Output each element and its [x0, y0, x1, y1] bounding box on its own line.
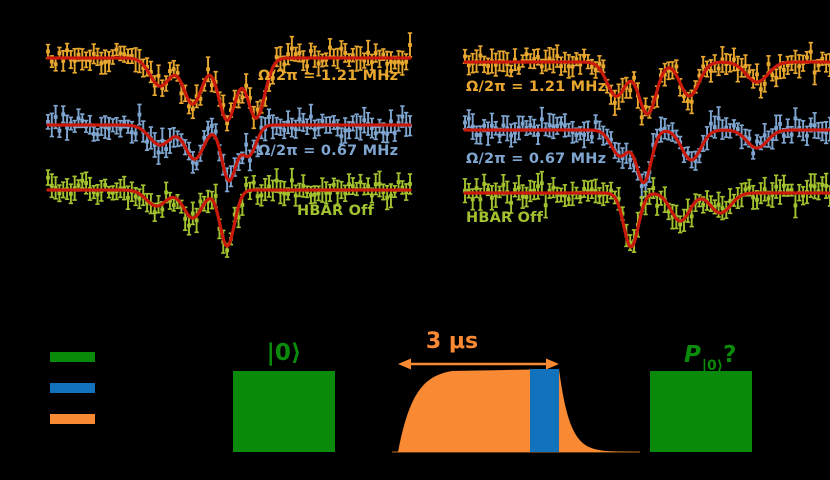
orange-trace-left: Ω/2π = 1.21 MHz [45, 32, 413, 132]
trace-label: Ω/2π = 1.21 MHz [258, 68, 398, 84]
green-trace-left: HBAR Off [45, 167, 413, 258]
green-trace-right: HBAR Off [462, 170, 830, 254]
duration-label: 3 μs [426, 329, 478, 354]
fit-curve [46, 188, 412, 248]
right-spectra-panel: Ω/2π = 1.21 MHz Ω/2π = 0.67 MHz HBAR Off [462, 41, 830, 254]
arrow-head-left [398, 358, 411, 370]
trace-label: Ω/2π = 0.67 MHz [258, 143, 398, 159]
pulse-layer: |0⟩ 3 μsP|0⟩? [50, 329, 752, 453]
fit-curve [46, 123, 412, 183]
trace-label: HBAR Off [297, 203, 375, 219]
fit-curve [46, 56, 412, 122]
blue-trace-left: Ω/2π = 0.67 MHz [45, 103, 413, 193]
legend-swatch-orange [50, 414, 95, 424]
fit-curve [463, 191, 830, 249]
trace-label: Ω/2π = 1.21 MHz [466, 79, 606, 95]
legend-swatch-blue [50, 383, 95, 393]
trace-label: Ω/2π = 0.67 MHz [466, 151, 606, 167]
orange-trace-right: Ω/2π = 1.21 MHz [462, 41, 830, 126]
trace-label: HBAR Off [466, 210, 544, 226]
readout-label-subscript: |0⟩ [702, 358, 723, 374]
microwave-pi-pulse [530, 369, 559, 452]
initialization-box [233, 371, 335, 452]
fit-curve [463, 128, 830, 185]
acoustic-drive-pulse [398, 369, 634, 452]
pulse-legend [50, 352, 95, 424]
readout-label-suffix: ? [723, 342, 736, 368]
legend-swatch-green [50, 352, 95, 362]
blue-trace-right: Ω/2π = 0.67 MHz [462, 106, 830, 199]
fit-curve [463, 60, 830, 116]
initialization-label: |0⟩ [267, 340, 302, 366]
pulse-duration-arrow: 3 μs [398, 329, 559, 370]
left-spectra-panel: Ω/2π = 1.21 MHz Ω/2π = 0.67 MHz HBAR Off [45, 32, 413, 258]
readout-box [650, 371, 752, 452]
arrow-head-right [546, 358, 559, 370]
pulse-sequence-diagram: |0⟩ 3 μsP|0⟩? [50, 329, 752, 453]
